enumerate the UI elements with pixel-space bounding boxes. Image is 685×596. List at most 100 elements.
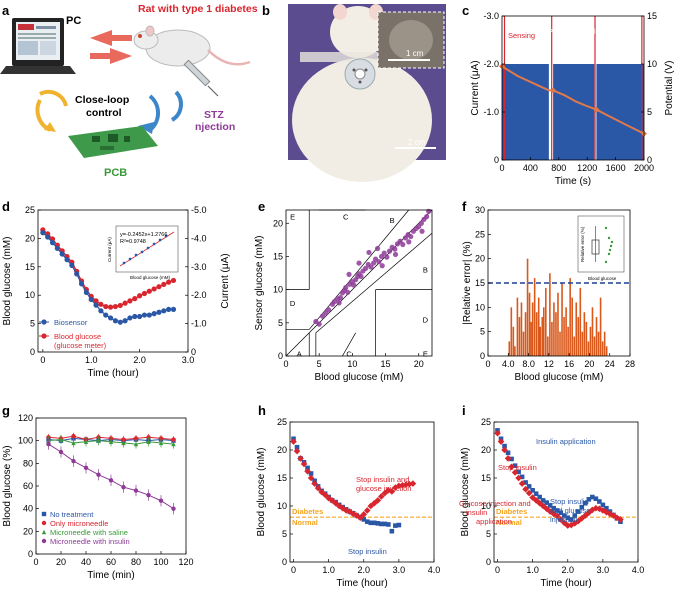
zone-label: D: [290, 299, 296, 308]
y-tick-label: 0: [28, 549, 33, 559]
data-point: [345, 289, 351, 295]
x-tick-label: 400: [523, 163, 538, 173]
y-tick-label: -1.0: [483, 107, 499, 117]
x-tick-label: 40: [81, 557, 91, 567]
data-point: [366, 249, 372, 256]
x-tick-label: 0: [485, 359, 490, 369]
series-point: [137, 293, 143, 299]
annotation: injection: [550, 515, 578, 524]
series-point: [141, 312, 148, 318]
series-point: [83, 465, 89, 471]
sensor-point: [371, 520, 377, 526]
x-tick-label: 24: [605, 359, 615, 369]
sensor-point: [294, 444, 300, 450]
y-tick-label: 20: [23, 526, 33, 536]
data-point: [337, 295, 344, 301]
bar: [541, 317, 544, 356]
data-point: [325, 306, 332, 313]
x-tick-label: 3.0: [182, 355, 195, 365]
inset-point: [604, 226, 608, 230]
series-point: [121, 440, 126, 446]
pc-label: PC: [66, 15, 81, 27]
bar: [579, 287, 582, 356]
sensor-point: [575, 509, 581, 514]
zone-label: D: [423, 316, 429, 325]
y-tick-label: 20: [475, 254, 485, 264]
bar: [531, 302, 534, 356]
annotation: application: [476, 517, 512, 526]
data-point: [351, 282, 357, 288]
zone-label: B: [390, 216, 395, 225]
annotation: Stop insulin: [348, 547, 387, 556]
series-point: [69, 262, 75, 268]
x-tick-label: 60: [106, 557, 116, 567]
inset-ylabel: Relative error (%): [580, 226, 585, 262]
data-point: [319, 313, 326, 319]
legend-marker: [41, 529, 47, 535]
panel-label-f: f: [462, 199, 467, 214]
data-point: [400, 241, 406, 248]
data-point: [363, 265, 369, 271]
y-right-tick-label: -1.0: [191, 319, 207, 329]
sensor-point: [519, 474, 525, 480]
y-tick-label: -3.0: [483, 11, 499, 21]
series-point: [146, 288, 152, 294]
series-point: [71, 458, 76, 464]
series-point: [98, 301, 104, 307]
blood-glucose-point: [293, 447, 301, 455]
blood-glucose-point: [328, 497, 336, 504]
inset-point: [152, 242, 156, 246]
bar: [573, 336, 576, 356]
bar: [516, 297, 519, 356]
series-point: [158, 436, 164, 441]
bar: [603, 331, 606, 356]
blood-glucose-point: [494, 429, 501, 437]
series-point: [96, 472, 101, 477]
blood-glucose-point: [599, 507, 607, 514]
x-tick-label: 1.0: [85, 355, 98, 365]
x-tick-label: 800: [551, 163, 566, 173]
inset-point: [164, 234, 168, 238]
data-point: [376, 259, 382, 265]
bar: [599, 297, 602, 356]
legend-label: Only microneedle: [50, 519, 108, 528]
legend-label: Biosensor: [54, 318, 88, 327]
zone-label: E: [423, 349, 428, 358]
bar: [567, 326, 569, 356]
bar: [539, 326, 542, 356]
y-axis-label-right: Current (μA): [220, 253, 231, 308]
sensor-point: [379, 521, 384, 527]
sensor-point: [305, 465, 310, 471]
bar: [508, 341, 511, 356]
y-tick-label: 25: [25, 205, 35, 215]
y-tick-label: 5: [30, 319, 35, 329]
control-label-1: Close-loop: [75, 94, 129, 106]
bar: [533, 278, 536, 356]
sensor-point: [579, 504, 585, 510]
annotation-pumping: Pumping insulin: [548, 27, 601, 36]
series-point: [98, 308, 104, 314]
blood-glucose-point: [388, 488, 396, 495]
normal-label: Normal: [292, 518, 318, 527]
x-tick-label: 15: [381, 359, 391, 369]
potential-block: [553, 64, 595, 160]
sensor-point: [561, 513, 567, 518]
inset-point: [158, 238, 162, 242]
series-point: [132, 313, 138, 320]
syringe-icon: [183, 59, 219, 97]
inset-point: [146, 246, 150, 250]
panel-label-b: b: [262, 3, 270, 18]
blood-glucose-point: [603, 508, 610, 516]
annotation: Stop insulin: [498, 463, 537, 472]
bar: [530, 321, 532, 356]
y-tick-label: 10: [481, 501, 491, 511]
x-tick-label: 3.0: [597, 565, 610, 575]
legend-label: No treatment: [50, 510, 94, 519]
potential-block: [502, 64, 549, 160]
y-right-tick-label: -5.0: [191, 205, 207, 215]
bar: [597, 331, 600, 356]
current-line: [501, 65, 645, 135]
blood-glucose-point: [501, 446, 508, 454]
x-axis-label: Time (s): [555, 176, 591, 187]
data-point: [392, 251, 399, 258]
